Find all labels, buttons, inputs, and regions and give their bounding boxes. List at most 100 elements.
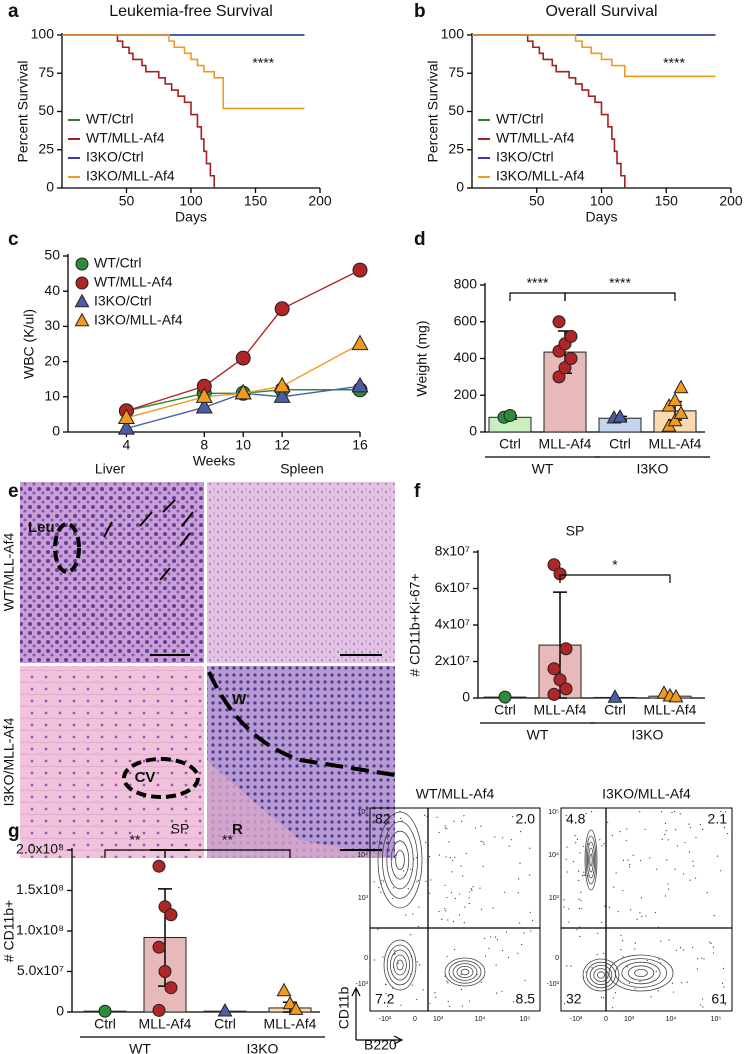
annotation: **** (252, 55, 274, 71)
quadrant-value: 2.1 (708, 811, 728, 827)
event-dot (640, 897, 643, 899)
event-dot (566, 965, 568, 967)
event-dot (517, 952, 519, 954)
quadrant-value: 2.0 (516, 811, 536, 827)
flow-y-tick: 10⁴ (357, 852, 368, 859)
event-dot (689, 826, 691, 829)
event-dot (661, 838, 663, 840)
event-dot (446, 980, 448, 982)
event-dot (632, 854, 634, 856)
data-point (117, 419, 135, 435)
panel-letter: e (8, 481, 19, 502)
x-tick-label: Ctrl (494, 702, 516, 718)
data-point (117, 408, 135, 425)
x-tick-label: Ctrl (499, 436, 521, 452)
event-dot (686, 981, 688, 983)
event-dot (444, 827, 446, 829)
y-tick-label: 50 (448, 102, 464, 118)
event-dot (407, 887, 409, 890)
data-point (273, 376, 291, 393)
y-tick-label: 25 (448, 140, 464, 156)
event-dot (667, 888, 670, 890)
contour (584, 829, 598, 891)
panel-letter: b (414, 1, 426, 22)
event-dot (391, 858, 393, 860)
event-dot (441, 918, 443, 921)
event-dot (373, 959, 375, 961)
y-axis-label: Percent Survival (425, 61, 441, 163)
event-dot (524, 979, 526, 982)
event-dot (627, 859, 629, 861)
event-dot (576, 929, 578, 931)
event-dot (468, 897, 470, 899)
event-dot (495, 964, 497, 966)
legend-label: WT/Ctrl (94, 255, 141, 271)
panel-letter: d (414, 229, 426, 250)
event-dot (448, 1005, 451, 1007)
event-dot (460, 865, 462, 867)
series-line (62, 34, 216, 188)
event-dot (494, 936, 497, 938)
y-tick-label: 200 (454, 386, 478, 402)
significance-bracket (509, 292, 566, 301)
event-dot (572, 860, 574, 863)
liver-image-wt (20, 482, 204, 663)
image-annotation: CV (135, 769, 156, 786)
data-point (559, 642, 573, 656)
y-tick-label: 20 (44, 352, 60, 368)
event-dot (385, 823, 388, 826)
data-point (553, 673, 567, 687)
row-label: I3KO/MLL-Af4 (1, 717, 17, 806)
data-point (152, 1003, 166, 1017)
x-tick-label: Ctrl (214, 1016, 236, 1032)
event-dot (694, 877, 697, 879)
event-dot (722, 967, 724, 969)
event-dot (726, 832, 729, 835)
event-dot (615, 872, 617, 874)
flow-x-tick: 0 (413, 1016, 417, 1023)
data-point (564, 352, 578, 365)
event-dot (674, 868, 676, 870)
event-dot (622, 956, 624, 958)
event-dot (660, 811, 663, 813)
histology-images (20, 482, 396, 858)
event-dot (724, 1004, 726, 1006)
x-tick-label: 50 (529, 193, 545, 209)
event-dot (580, 899, 582, 901)
y-tick-label: 25 (38, 140, 54, 156)
flow-title: WT/MLL-Af4 (416, 786, 495, 802)
data-point (75, 276, 89, 290)
series-line (472, 34, 626, 188)
flow-y-tick: -10³ (547, 981, 560, 988)
event-dot (461, 1005, 463, 1007)
event-dot (519, 862, 521, 864)
y-axis-label: Weight (mg) (414, 321, 430, 397)
x-tick-label: MLL-Af4 (539, 436, 592, 452)
event-dot (579, 926, 581, 928)
data-point (288, 1001, 304, 1015)
data-point (74, 312, 90, 327)
event-dot (591, 967, 593, 969)
y-tick-label: 10 (44, 388, 60, 404)
y-tick-label: 100 (31, 26, 55, 42)
column-label: Spleen (280, 461, 324, 477)
event-dot (666, 859, 668, 861)
event-dot (468, 902, 470, 905)
event-dot (392, 897, 394, 900)
event-dot (425, 880, 427, 883)
event-dot (709, 941, 711, 943)
event-dot (603, 997, 605, 999)
event-dot (576, 838, 579, 840)
event-dot (449, 856, 451, 859)
event-dot (446, 896, 448, 899)
data-point (152, 859, 166, 873)
contour (615, 958, 668, 988)
event-dot (568, 921, 570, 923)
event-dot (654, 911, 657, 914)
event-dot (451, 859, 454, 861)
event-dot (587, 843, 590, 845)
event-dot (712, 946, 715, 948)
event-dot (628, 982, 631, 984)
event-dot (529, 874, 531, 876)
event-dot (675, 949, 678, 951)
